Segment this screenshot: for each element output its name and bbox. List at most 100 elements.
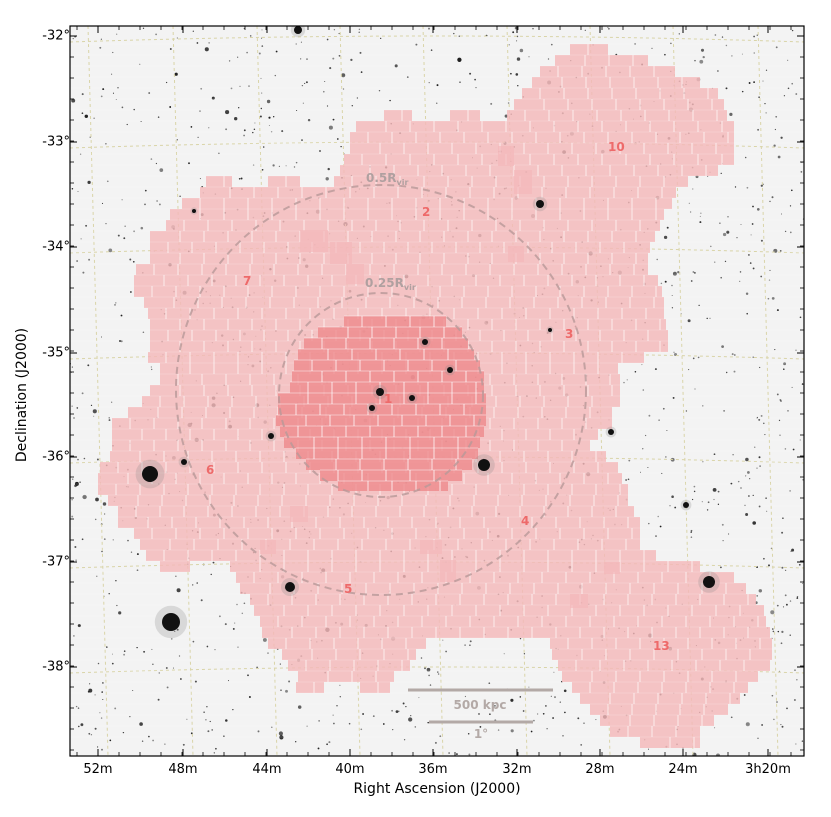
star <box>332 118 335 121</box>
star <box>789 600 792 602</box>
tile-row <box>514 99 724 110</box>
star <box>159 168 164 172</box>
overlap-patch <box>290 506 308 522</box>
star <box>724 260 727 263</box>
star <box>644 434 647 437</box>
dec-tick-label: -38° <box>42 659 70 675</box>
star <box>317 747 320 750</box>
star <box>246 51 248 54</box>
star <box>248 696 251 698</box>
dec-tick-label: -36° <box>42 449 70 465</box>
star <box>727 215 729 218</box>
dec-tick-label: -35° <box>42 345 70 361</box>
star <box>688 369 690 371</box>
tile-row <box>136 264 648 275</box>
star <box>542 712 545 715</box>
core-tile-row <box>296 448 478 459</box>
star <box>663 235 668 240</box>
tile-row <box>150 231 655 242</box>
tile-row <box>182 198 672 209</box>
dec-tick-label: -37° <box>42 554 70 570</box>
star <box>744 156 747 159</box>
star <box>436 102 438 104</box>
star <box>748 82 751 84</box>
star <box>267 652 269 654</box>
star <box>781 725 784 728</box>
core-tile-row <box>294 360 480 371</box>
bright-galaxy <box>294 26 302 34</box>
star <box>208 127 210 129</box>
field-label-4: 4 <box>521 514 529 528</box>
field-labels: 1 2 3 4 5 6 7 10 13 <box>206 140 670 653</box>
star <box>692 357 695 360</box>
star <box>510 72 512 75</box>
star <box>475 87 477 89</box>
star <box>474 78 476 81</box>
bright-galaxy <box>536 200 544 208</box>
overlap-patch <box>300 230 328 252</box>
star <box>800 171 803 173</box>
bright-galaxy <box>268 433 274 439</box>
star <box>81 538 84 541</box>
star <box>248 85 250 87</box>
star <box>111 653 114 655</box>
star <box>169 106 172 108</box>
star <box>793 699 796 701</box>
star <box>152 663 154 665</box>
star <box>82 271 85 274</box>
star <box>734 186 737 188</box>
star <box>262 146 265 148</box>
star <box>211 729 214 731</box>
star <box>670 42 672 45</box>
tile-row <box>356 121 734 132</box>
star <box>478 713 480 715</box>
star <box>239 85 241 87</box>
star <box>445 650 447 653</box>
star <box>112 51 114 54</box>
star <box>238 107 240 109</box>
star <box>123 237 126 240</box>
star <box>82 494 87 500</box>
star <box>564 711 566 714</box>
star <box>186 718 188 720</box>
field-label-1: 1 <box>384 392 392 406</box>
star <box>100 38 102 40</box>
star <box>84 114 89 119</box>
star <box>176 139 178 141</box>
star <box>768 279 771 281</box>
star <box>702 55 705 59</box>
ra-tick-label: 28m <box>585 762 615 777</box>
core-tile-row <box>276 415 486 426</box>
star <box>694 272 696 274</box>
star <box>427 721 429 724</box>
star <box>545 705 547 707</box>
star <box>218 615 221 618</box>
star <box>360 71 363 73</box>
star <box>434 741 437 744</box>
star <box>701 501 703 503</box>
star <box>522 710 525 712</box>
star <box>87 180 91 185</box>
star <box>270 131 273 133</box>
star <box>133 230 135 233</box>
star <box>253 128 256 131</box>
star <box>295 741 297 743</box>
star <box>783 95 786 97</box>
star <box>259 115 262 118</box>
star <box>776 393 779 396</box>
star <box>577 717 580 720</box>
star <box>101 550 103 553</box>
star <box>634 42 637 45</box>
star <box>394 64 398 68</box>
star <box>77 707 80 709</box>
star <box>327 167 330 171</box>
star <box>172 667 175 669</box>
star <box>415 43 418 46</box>
star <box>279 735 284 740</box>
bright-galaxy <box>142 466 158 482</box>
star <box>693 485 696 488</box>
star <box>467 733 470 735</box>
star <box>132 260 135 263</box>
tile-row <box>570 44 608 55</box>
star <box>380 37 382 40</box>
